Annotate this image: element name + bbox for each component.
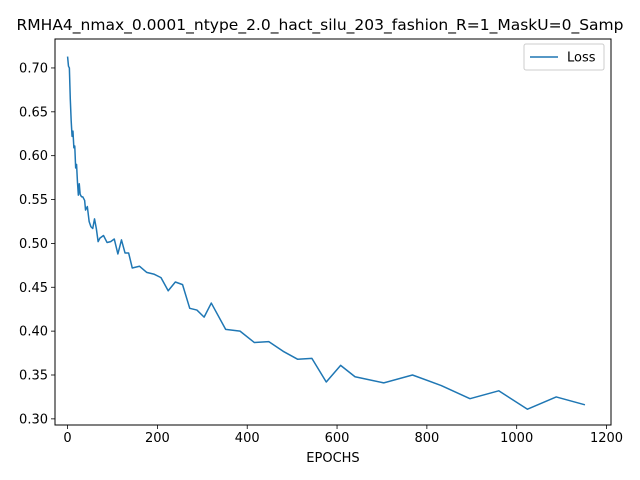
y-tick-label: 0.45 bbox=[19, 281, 48, 296]
y-tick-label: 0.50 bbox=[19, 237, 48, 252]
x-tick-label: 1200 bbox=[590, 431, 623, 446]
y-tick-label: 0.30 bbox=[19, 412, 48, 427]
series-line-loss bbox=[66, 56, 586, 410]
y-tick-label: 0.55 bbox=[19, 193, 48, 208]
x-tick-label: 400 bbox=[235, 431, 260, 446]
y-tick-label: 0.40 bbox=[19, 325, 48, 340]
x-tick-label: 800 bbox=[414, 431, 439, 446]
y-tick-label: 0.70 bbox=[19, 61, 48, 76]
x-tick-label: 1000 bbox=[500, 431, 533, 446]
chart-title: RMHA4_nmax_0.0001_ntype_2.0_hact_silu_20… bbox=[17, 16, 624, 35]
legend: Loss bbox=[523, 43, 605, 71]
x-tick-label: 200 bbox=[145, 431, 170, 446]
legend-label: Loss bbox=[567, 51, 596, 66]
y-tick-label: 0.60 bbox=[19, 149, 48, 164]
x-axis-label: EPOCHS bbox=[306, 451, 359, 466]
x-tick-label: 0 bbox=[63, 431, 71, 446]
plot-area bbox=[66, 56, 586, 410]
legend-box bbox=[523, 43, 605, 71]
axes-frame bbox=[54, 38, 612, 426]
y-axis: 0.30 0.35 0.40 0.45 0.50 0.55 0.60 0.65 0.70 bbox=[19, 61, 55, 427]
x-tick-label: 600 bbox=[325, 431, 350, 446]
y-tick-label: 0.35 bbox=[19, 368, 48, 383]
x-axis: 0 200 400 600 800 1000 1200 bbox=[63, 425, 623, 446]
y-tick-label: 0.65 bbox=[19, 105, 48, 120]
